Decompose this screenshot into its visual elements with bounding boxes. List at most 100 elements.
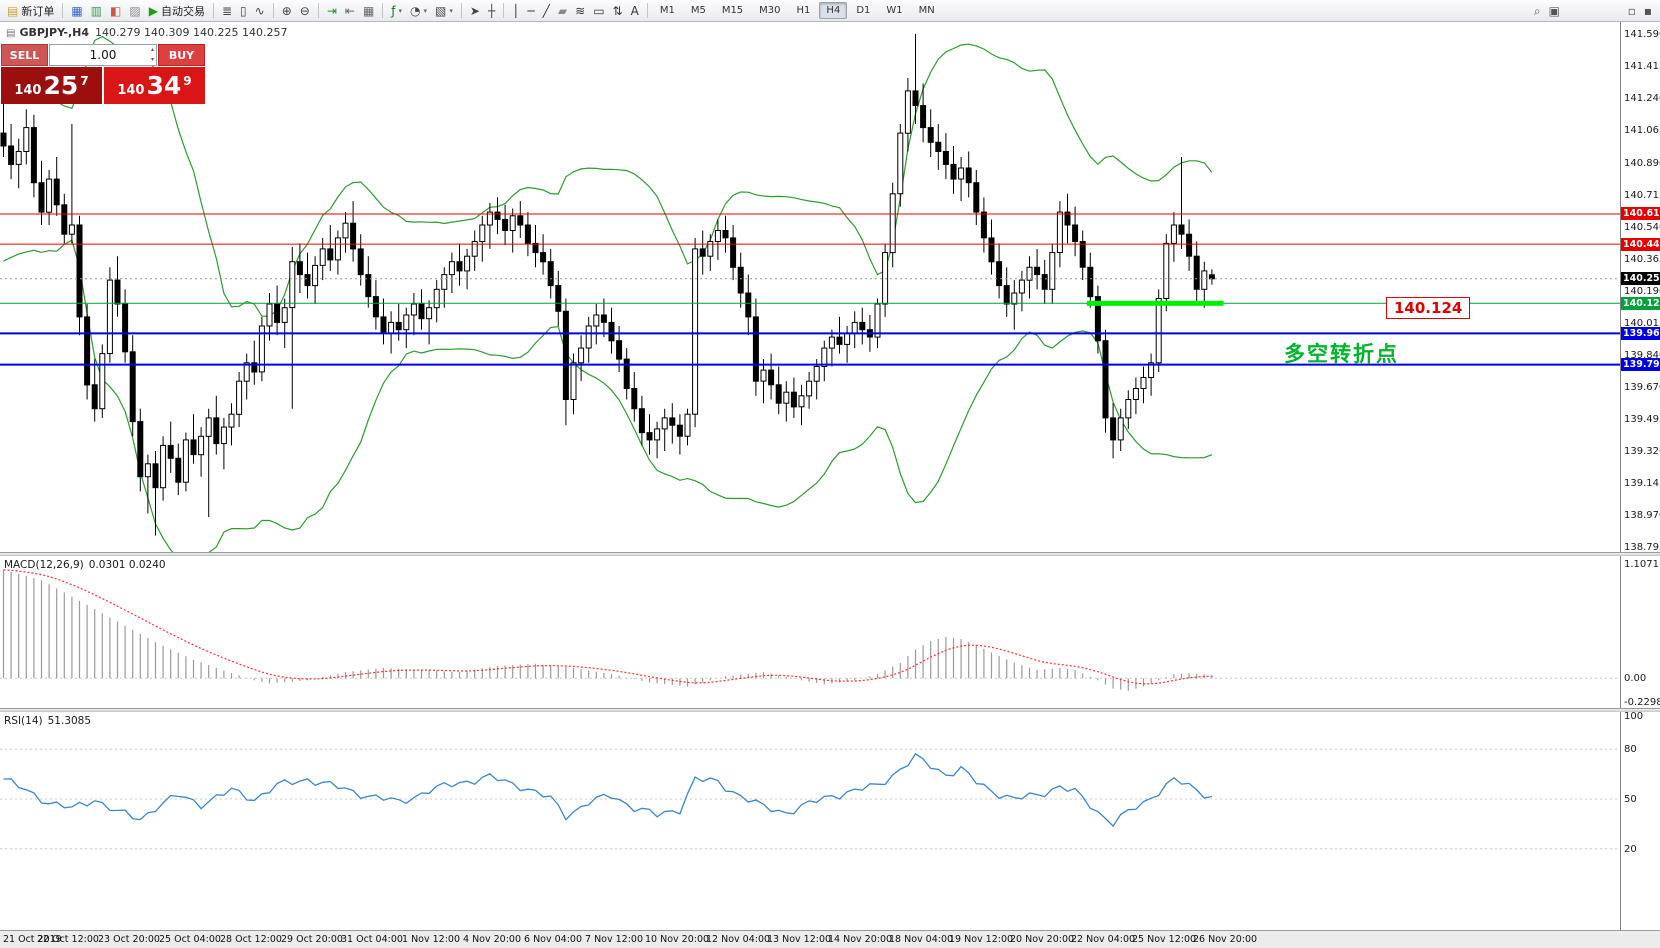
timeframe-m15-button[interactable]: M15 xyxy=(721,5,744,16)
auto-trading-button[interactable]: ▶ 自动交易 xyxy=(145,1,209,21)
volume-up-button[interactable]: ▴ xyxy=(150,46,154,53)
sell-price-prefix: 140 xyxy=(14,83,42,98)
zoom-in-button[interactable]: ⊕ xyxy=(278,1,296,21)
price-tick: 140.190 xyxy=(1624,286,1660,297)
chart-symbol: GBPJPY-,H4 xyxy=(19,26,90,39)
rsi-line xyxy=(3,752,1213,828)
grid-button[interactable]: ▦ xyxy=(359,1,378,21)
indicators-icon: ƒ xyxy=(391,3,396,18)
zoom-out-button[interactable]: ⊖ xyxy=(296,1,314,21)
volume-input[interactable]: 1.00 ▴ ▾ xyxy=(49,44,157,66)
time-label: 31 Oct 04:00 xyxy=(341,934,403,945)
minimize-panel-button[interactable]: ▫ xyxy=(1624,1,1640,21)
expand-panel-button[interactable]: ▪ xyxy=(1640,1,1656,21)
macd-axis-label: -0.2298 xyxy=(1624,697,1660,708)
candlestick-chart xyxy=(0,33,1620,552)
auto-scroll-icon: ⇥ xyxy=(326,3,337,18)
buy-button[interactable]: BUY xyxy=(158,44,205,66)
panel-separator[interactable] xyxy=(0,552,1660,556)
timeframe-m1-button[interactable]: M1 xyxy=(659,5,675,16)
macd-chart xyxy=(0,569,1620,691)
timeframe-m30-button[interactable]: M30 xyxy=(759,5,781,16)
timeframe-d1-button[interactable]: D1 xyxy=(856,5,871,16)
horizontal-line-button[interactable]: ─ xyxy=(523,1,538,21)
timeframe-w1-button[interactable]: W1 xyxy=(886,5,903,16)
fibonacci-button[interactable]: ≋ xyxy=(571,1,589,21)
time-label: 22 Nov 04:00 xyxy=(1071,934,1136,945)
periods-icon: ◔ xyxy=(410,3,421,18)
data-window-button[interactable]: ▥ xyxy=(87,1,106,21)
buy-price-box[interactable]: 140 34 9 xyxy=(104,67,205,104)
terminal-button[interactable]: ▨ xyxy=(125,1,144,21)
text-button[interactable]: A xyxy=(627,1,643,21)
price-tick: 140.015 xyxy=(1624,318,1660,329)
layout-icon: ▣ xyxy=(1548,4,1560,18)
toolbar-separator xyxy=(503,3,505,18)
toolbar-right-group: ⌕ ▣ xyxy=(1530,0,1564,22)
timeframe-h4-button[interactable]: H4 xyxy=(819,2,848,19)
price-tick: 139.320 xyxy=(1624,446,1660,457)
quick-search-button[interactable]: ⌕ xyxy=(1530,1,1545,21)
cursor-icon: ➤ xyxy=(469,3,480,18)
timeframe-mn-button[interactable]: MN xyxy=(918,5,935,16)
shapes-icon: ▭ xyxy=(593,3,605,18)
time-label: 19 Nov 12:00 xyxy=(949,934,1014,945)
volume-value: 1.00 xyxy=(89,48,117,62)
time-axis[interactable]: 21 Oct 2019 22 Oct 12:00 23 Oct 20:00 25 Oc… xyxy=(0,930,1660,948)
periods-button[interactable]: ◔ ▾ xyxy=(406,1,431,21)
layout-button[interactable]: ▣ xyxy=(1545,1,1564,21)
data-window-icon: ▥ xyxy=(90,3,103,18)
highlight-segment xyxy=(1086,300,1224,306)
rsi-chart xyxy=(0,748,1620,850)
rsi-panel[interactable]: RSI(14) 51.3085 xyxy=(0,712,1620,930)
line-chart-button[interactable]: ∿ xyxy=(251,1,269,21)
buy-price-prefix: 140 xyxy=(117,83,145,98)
zoom-out-icon: ⊖ xyxy=(299,3,310,18)
dropdown-caret-icon: ▾ xyxy=(449,6,453,15)
time-label: 18 Nov 04:00 xyxy=(889,934,954,945)
chart-shift-icon: ⇤ xyxy=(344,3,355,18)
time-label: 6 Nov 04:00 xyxy=(524,934,583,945)
price-tick: 141.590 xyxy=(1624,29,1660,40)
rsi-label: RSI(14) 51.3085 xyxy=(4,715,92,727)
price-tick: 139.670 xyxy=(1624,382,1660,393)
price-tick: 140.890 xyxy=(1624,158,1660,169)
timeframe-m5-button[interactable]: M5 xyxy=(690,5,706,16)
sell-price-box[interactable]: 140 25 7 xyxy=(1,67,102,104)
vertical-line-button[interactable]: │ xyxy=(508,1,523,21)
shapes-button[interactable]: ▭ xyxy=(589,1,608,21)
rsi-axis-label: 100 xyxy=(1624,711,1644,722)
volume-down-button[interactable]: ▾ xyxy=(150,56,154,63)
new-order-button[interactable]: ▤ 新订单 xyxy=(3,1,58,21)
buy-price-main: 34 xyxy=(146,71,182,100)
main-chart[interactable] xyxy=(0,22,1620,552)
crosshair-button[interactable]: ┼ xyxy=(484,1,499,21)
indicators-button[interactable]: ƒ ▾ xyxy=(387,1,406,21)
arrows-button[interactable]: ⇅ xyxy=(609,1,627,21)
chart-shift-button[interactable]: ⇤ xyxy=(341,1,359,21)
current-price-badge: 140.257 xyxy=(1621,272,1660,285)
macd-panel[interactable]: MACD(12,26,9) 0.0301 0.0240 xyxy=(0,556,1620,708)
timeframe-h1-button[interactable]: H1 xyxy=(796,5,811,16)
channel-button[interactable]: ▰ xyxy=(554,1,571,21)
dropdown-caret-icon: ▾ xyxy=(423,6,428,15)
time-label: 28 Oct 12:00 xyxy=(220,934,282,945)
price-badge-level: 139.790 xyxy=(1621,358,1660,371)
sell-price-pip: 7 xyxy=(80,74,89,88)
panel-separator[interactable] xyxy=(0,708,1660,712)
toolbar-separator xyxy=(62,3,64,18)
auto-scroll-button[interactable]: ⇥ xyxy=(323,1,341,21)
sell-button[interactable]: SELL xyxy=(1,44,48,66)
cursor-button[interactable]: ➤ xyxy=(466,1,484,21)
candlesticks-chart-button[interactable]: ▯ xyxy=(236,1,251,21)
trendline-button[interactable]: ╱ xyxy=(539,1,554,21)
price-axis[interactable]: 141.590 141.415 141.240 141.065 140.890 140.7… xyxy=(1620,22,1660,930)
navigator-button[interactable]: ◧ xyxy=(106,1,125,21)
price-callout-label: 140.124 xyxy=(1386,297,1471,319)
templates-button[interactable]: ▧ ▾ xyxy=(431,1,457,21)
time-label: 22 Oct 12:00 xyxy=(37,934,99,945)
bars-chart-button[interactable]: ≣ xyxy=(218,1,236,21)
bars-chart-icon: ≣ xyxy=(221,3,233,18)
market-watch-button[interactable]: ▦ xyxy=(67,1,86,21)
rsi-axis-label: 50 xyxy=(1624,794,1637,805)
